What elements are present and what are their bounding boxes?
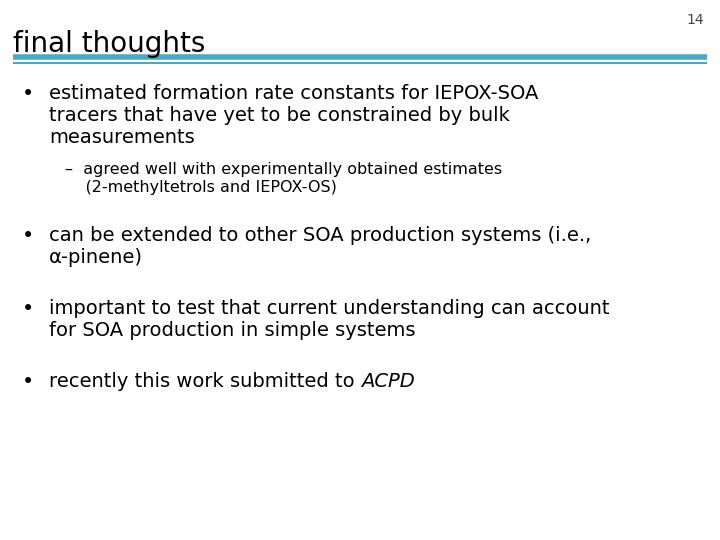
Text: –  agreed well with experimentally obtained estimates
    (2-methyltetrols and I: – agreed well with experimentally obtain…	[65, 163, 502, 195]
Text: ACPD: ACPD	[361, 372, 415, 391]
Text: •: •	[22, 84, 34, 104]
Text: recently this work submitted to: recently this work submitted to	[49, 372, 361, 391]
Text: can be extended to other SOA production systems (i.e.,
α-pinene): can be extended to other SOA production …	[49, 226, 591, 267]
Text: •: •	[22, 226, 34, 246]
Text: •: •	[22, 372, 34, 392]
Text: estimated formation rate constants for IEPOX-SOA
tracers that have yet to be con: estimated formation rate constants for I…	[49, 84, 539, 147]
Text: final thoughts: final thoughts	[13, 30, 205, 58]
Text: important to test that current understanding can account
for SOA production in s: important to test that current understan…	[49, 299, 609, 340]
Text: •: •	[22, 299, 34, 319]
Text: 14: 14	[687, 14, 704, 28]
